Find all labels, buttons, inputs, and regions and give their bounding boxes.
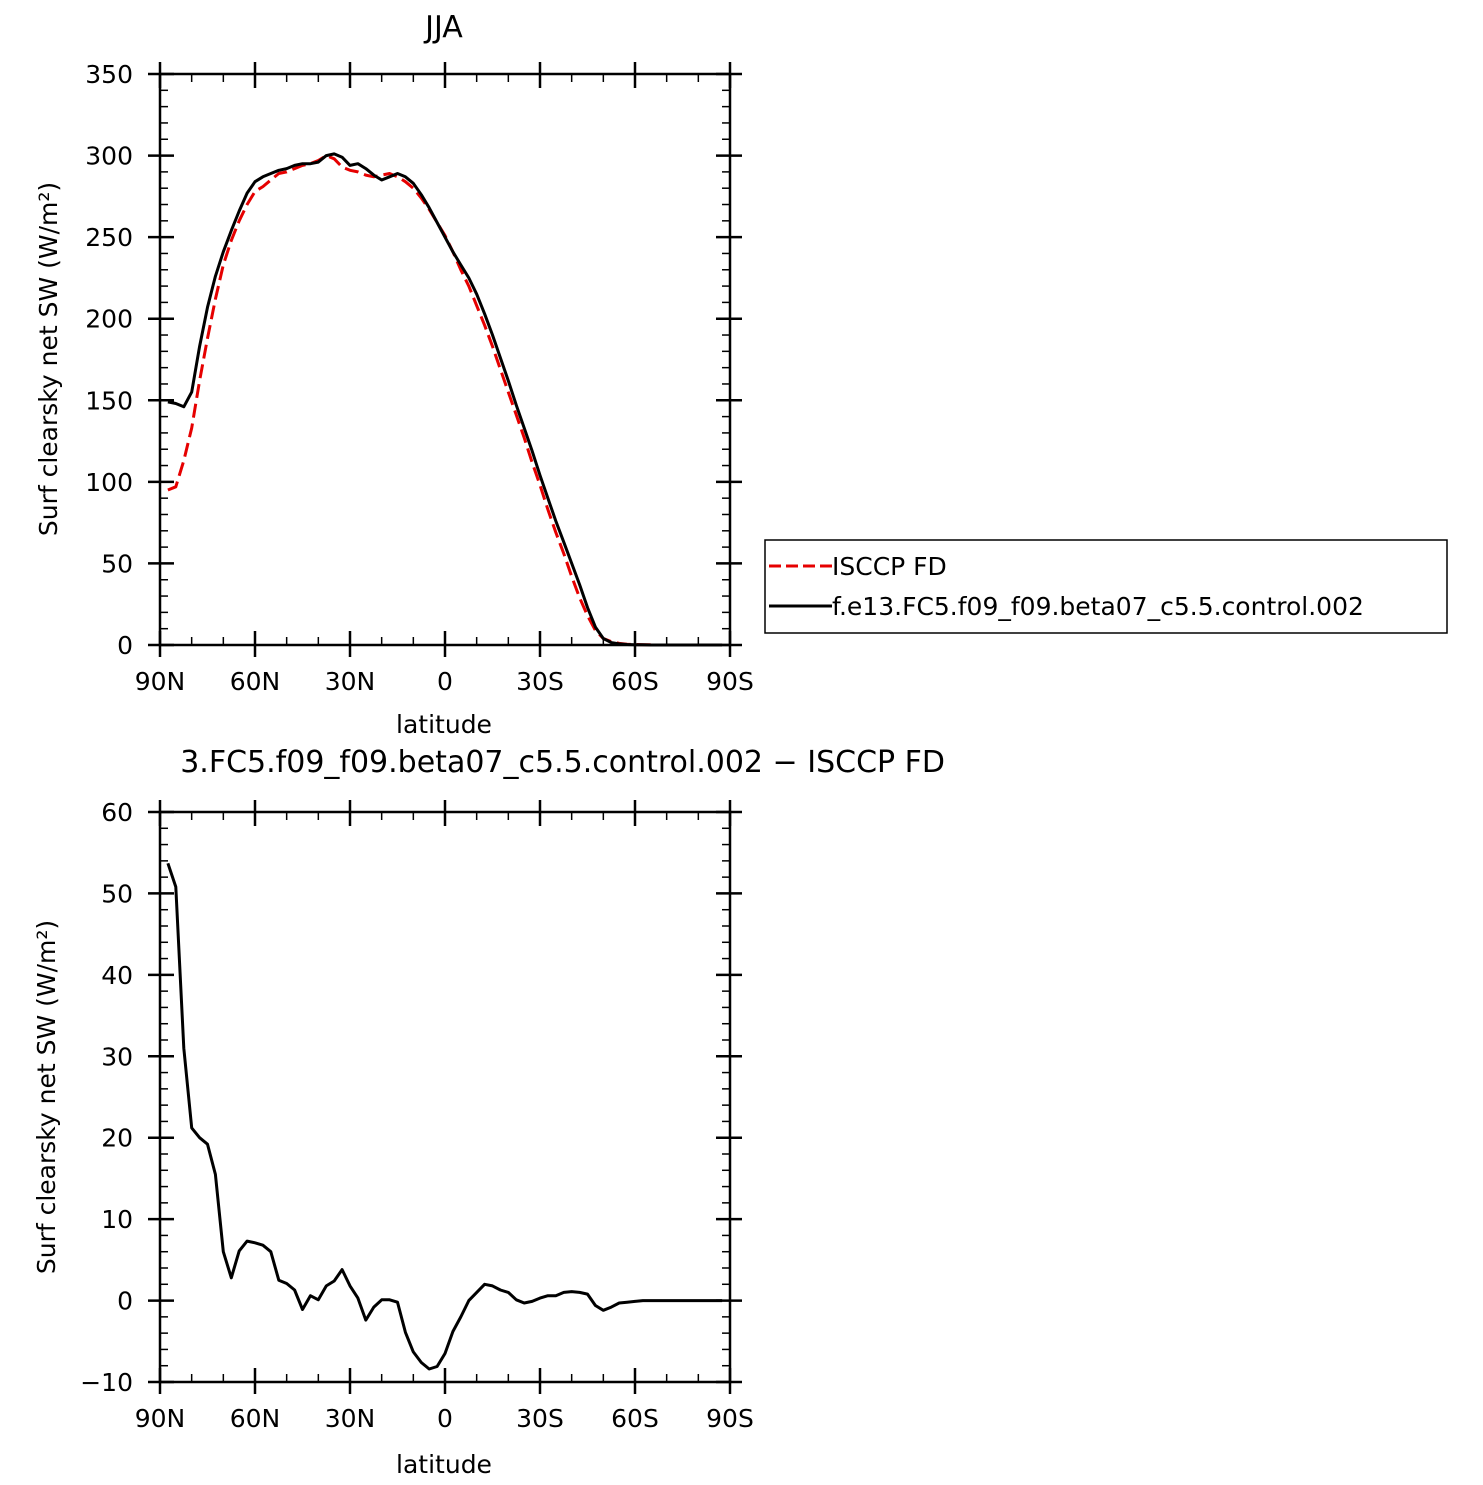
y-tick-label: 0 bbox=[117, 1287, 133, 1316]
series-line-model bbox=[167, 152, 723, 647]
y-tick-labels: −10 0 10 20 30 40 50 60 bbox=[80, 798, 133, 1397]
x-tick-label: 60S bbox=[611, 667, 659, 696]
x-tick-label: 90S bbox=[706, 1404, 754, 1433]
climatology-panel: JJA 90N 60N 30N 0 30S 60S 90S 0 50 100 150 200 250 3… bbox=[34, 10, 1448, 739]
y-tick-label: 200 bbox=[85, 305, 133, 334]
x-axis-label: latitude bbox=[396, 1450, 492, 1479]
x-tick-label: 90N bbox=[135, 1404, 186, 1433]
x-tick-label: 60S bbox=[611, 1404, 659, 1433]
major-ticks bbox=[148, 800, 742, 1394]
legend-label-isccp: ISCCP FD bbox=[832, 552, 947, 581]
minor-ticks bbox=[159, 73, 731, 646]
x-tick-label: 0 bbox=[437, 1404, 453, 1433]
chart-title: JJA bbox=[423, 10, 463, 45]
x-tick-labels: 90N 60N 30N 0 30S 60S 90S bbox=[135, 667, 754, 696]
y-tick-label: 40 bbox=[101, 961, 133, 990]
legend-box bbox=[764, 539, 1448, 634]
y-axis-label: Surf clearsky net SW (W/m²) bbox=[34, 182, 63, 536]
y-tick-label: 250 bbox=[85, 223, 133, 252]
major-ticks bbox=[148, 62, 742, 657]
y-tick-label: 30 bbox=[101, 1042, 133, 1071]
plot-frame bbox=[158, 72, 732, 647]
x-tick-label: 60N bbox=[230, 667, 281, 696]
series-line-isccp-fd bbox=[167, 154, 723, 647]
y-tick-label: 150 bbox=[85, 386, 133, 415]
y-tick-label: 20 bbox=[101, 1124, 133, 1153]
x-tick-label: 30S bbox=[516, 667, 564, 696]
y-tick-label: 300 bbox=[85, 142, 133, 171]
x-tick-label: 30S bbox=[516, 1404, 564, 1433]
y-tick-label: 50 bbox=[101, 549, 133, 578]
x-axis-label: latitude bbox=[396, 710, 492, 739]
y-tick-label: 50 bbox=[101, 879, 133, 908]
x-tick-label: 90N bbox=[135, 667, 186, 696]
series-group bbox=[166, 862, 723, 1371]
y-tick-label: 100 bbox=[85, 468, 133, 497]
x-tick-label: 60N bbox=[230, 1404, 281, 1433]
y-tick-label: 0 bbox=[117, 631, 133, 660]
plot-frame bbox=[158, 810, 732, 1384]
difference-panel: 3.FC5.f09_f09.beta07_c5.5.control.002 − … bbox=[32, 745, 945, 1479]
x-tick-labels: 90N 60N 30N 0 30S 60S 90S bbox=[135, 1404, 754, 1433]
minor-ticks bbox=[159, 811, 731, 1383]
series-line-model bbox=[166, 862, 723, 1371]
legend-label-model: f.e13.FC5.f09_f09.beta07_c5.5.control.00… bbox=[832, 592, 1364, 621]
x-tick-label: 30N bbox=[325, 667, 376, 696]
y-tick-label: 10 bbox=[101, 1205, 133, 1234]
x-tick-label: 0 bbox=[437, 667, 453, 696]
y-tick-label: −10 bbox=[80, 1368, 133, 1397]
y-tick-label: 60 bbox=[101, 798, 133, 827]
series-group bbox=[167, 152, 723, 647]
y-axis-label: Surf clearsky net SW (W/m²) bbox=[32, 920, 61, 1274]
y-tick-labels: 0 50 100 150 200 250 300 350 bbox=[85, 60, 133, 660]
chart-title: 3.FC5.f09_f09.beta07_c5.5.control.002 − … bbox=[180, 745, 945, 780]
x-tick-label: 30N bbox=[325, 1404, 376, 1433]
y-tick-label: 350 bbox=[85, 60, 133, 89]
legend: ISCCP FD f.e13.FC5.f09_f09.beta07_c5.5.c… bbox=[764, 539, 1448, 634]
x-tick-label: 90S bbox=[706, 667, 754, 696]
